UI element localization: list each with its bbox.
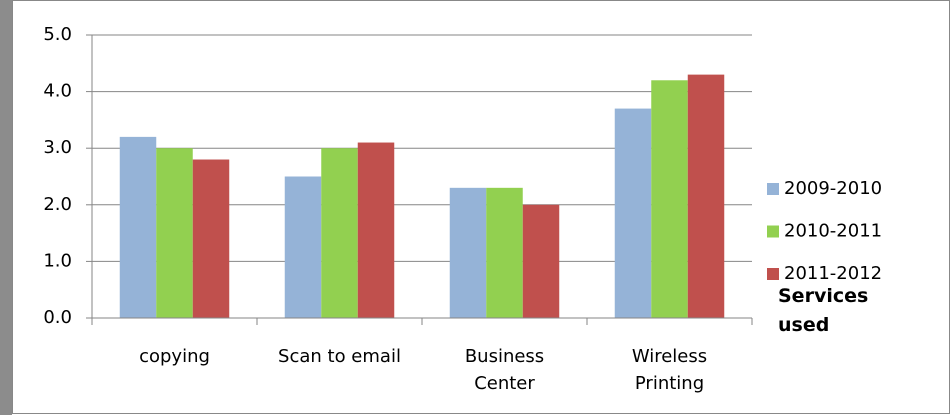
x-tick-label: Business Center (464, 346, 545, 394)
bar (119, 136, 157, 318)
legend-swatch (767, 225, 779, 238)
x-tick-label: Scan to email (278, 346, 401, 367)
x-tick-label: Wireless Printing (631, 346, 708, 394)
bar (651, 80, 688, 318)
bar (486, 187, 523, 318)
legend-title: Services used (778, 285, 869, 336)
bar (357, 142, 395, 318)
bar (321, 148, 358, 318)
y-tick-label: 2.0 (43, 194, 72, 215)
bar (522, 204, 560, 318)
y-tick-label: 0.0 (43, 307, 72, 328)
legend-swatch (767, 268, 779, 280)
legend-swatch (767, 183, 779, 195)
y-tick-label: 1.0 (43, 250, 72, 271)
legend-label: 2011-2012 (784, 263, 882, 284)
bar (614, 108, 652, 318)
x-tick-label: copying (139, 346, 210, 367)
y-tick-label: 4.0 (43, 81, 72, 102)
bar (284, 176, 322, 318)
bar (192, 159, 230, 318)
bar (156, 148, 193, 318)
side-strip (0, 0, 12, 415)
legend-label: 2009-2010 (784, 178, 882, 199)
bar (449, 187, 487, 318)
bar (687, 74, 725, 319)
y-tick-label: 3.0 (43, 137, 72, 158)
y-tick-label: 5.0 (43, 24, 72, 45)
legend-label: 2010-2011 (784, 221, 882, 242)
